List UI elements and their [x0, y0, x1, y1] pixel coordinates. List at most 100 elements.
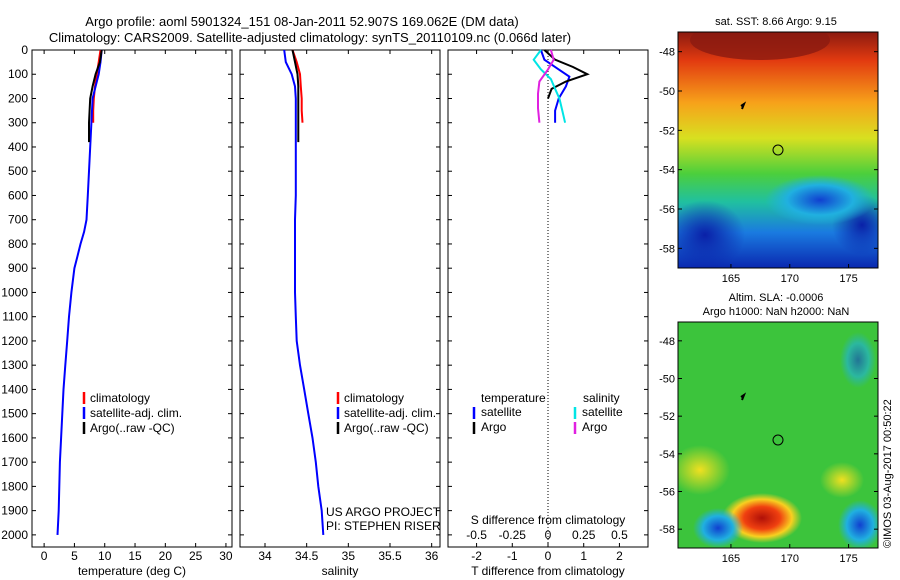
sla-blob-blue-east [838, 500, 878, 548]
legend-argo-label: Argo(..raw -QC) [90, 421, 175, 435]
legend-temperature-header: temperature [481, 391, 546, 405]
title-line-1: Argo profile: aoml 5901324_151 08-Jan-20… [85, 14, 518, 29]
lon-tick-label: 170 [781, 273, 799, 285]
series-argo-raw-qc- [291, 49, 300, 143]
temperature-panel: 0100200300400500600700800900100011001200… [1, 43, 648, 578]
legend-temp-argo-label: Argo [481, 420, 507, 434]
series-satellite-adj-clim- [56, 49, 103, 535]
depth-tick-label: 800 [8, 237, 28, 251]
s-tick-label: -0.25 [499, 528, 527, 542]
float-track [740, 392, 747, 401]
lon-tick-label: 170 [781, 553, 799, 565]
s-tick-label: 0 [545, 528, 552, 542]
lat-tick-label: -50 [659, 86, 675, 98]
series-salinity-satellite [532, 49, 567, 123]
series-argo-raw-qc- [88, 49, 103, 143]
lon-tick-label: 165 [722, 273, 740, 285]
project-line-2: PI: STEPHEN RISER [326, 519, 441, 533]
sst-map-frame [677, 31, 879, 269]
float-track [740, 101, 747, 110]
difference-axes-box [447, 49, 649, 548]
lat-tick-label: -48 [659, 47, 675, 59]
x-tick-label: 0 [545, 549, 552, 563]
sla-blob-blue-sw [693, 508, 743, 548]
legend-sal-argo-label: Argo [582, 420, 608, 434]
sst-warm-core [690, 32, 830, 60]
sla-map-frame [677, 321, 879, 549]
sla-map-title-line-2: Argo h1000: NaN h2000: NaN [703, 306, 850, 318]
profile-location-marker [772, 434, 784, 446]
s-tick-label: -0.5 [466, 528, 487, 542]
x-tick-label: 30 [219, 549, 233, 563]
lon-tick-label: 165 [722, 553, 740, 565]
legend-satellite-label: satellite-adj. clim. [90, 406, 182, 420]
temperature-axes-box [31, 49, 233, 548]
lat-tick-label: -58 [659, 524, 675, 536]
difference-panel: -2 -1 0 1 2 -0.5 -0.25 0 0.25 0.5 temperature sal… [447, 49, 649, 578]
depth-tick-label: 100 [8, 67, 28, 81]
depth-tick-label: 900 [8, 261, 28, 275]
depth-tick-label: 300 [8, 116, 28, 130]
legend-climatology-label: climatology [90, 391, 150, 405]
sst-map-title: sat. SST: 8.66 Argo: 9.15 [715, 16, 837, 28]
x-tick-label: 2 [616, 549, 623, 563]
s-tick-label: 0.25 [572, 528, 596, 542]
lat-tick-label: -52 [659, 125, 675, 137]
salinity-legend: climatology satellite-adj. clim. Argo(..… [336, 391, 436, 435]
sst-cold-patch-west [678, 200, 745, 268]
series-temperature-argo [543, 49, 590, 99]
x-tick-label: 5 [71, 549, 78, 563]
x-tick-label: 1 [580, 549, 587, 563]
salinity-axes-box [239, 49, 441, 548]
x-tick-label: -1 [507, 549, 518, 563]
lat-tick-label: -56 [659, 204, 675, 216]
depth-tick-label: 0 [21, 43, 28, 57]
depth-tick-label: 1600 [1, 431, 28, 445]
lat-tick-label: -52 [659, 411, 675, 423]
s-tick-label: 0.5 [611, 528, 628, 542]
depth-tick-label: 1800 [1, 479, 28, 493]
depth-tick-label: 400 [8, 140, 28, 154]
x-tick-label: 35.5 [378, 549, 402, 563]
title-line-2: Climatology: CARS2009. Satellite-adjuste… [49, 30, 571, 45]
depth-tick-label: 1000 [1, 285, 28, 299]
s-difference-label: S difference from climatology [471, 513, 626, 527]
temperature-legend: climatology satellite-adj. clim. Argo(..… [82, 391, 182, 435]
lat-tick-label: -58 [659, 243, 675, 255]
depth-tick-label: 1300 [1, 358, 28, 372]
project-line-1: US ARGO PROJECT [326, 505, 441, 519]
profile-location-marker [772, 144, 784, 156]
depth-tick-label: 1100 [2, 310, 28, 324]
legend-salinity-header: salinity [583, 391, 620, 405]
x-tick-label: 25 [189, 549, 203, 563]
lon-tick-label: 175 [839, 553, 857, 565]
series-climatology [291, 49, 304, 123]
legend-satellite-label: satellite-adj. clim. [344, 406, 436, 420]
lat-tick-label: -54 [659, 449, 675, 461]
sla-map-title-line-1: Altim. SLA: -0.0006 [729, 292, 824, 304]
depth-tick-label: 1500 [1, 407, 28, 421]
depth-tick-label: 700 [8, 213, 28, 227]
salinity-xlabel: salinity [322, 564, 359, 578]
x-tick-label: 36 [425, 549, 439, 563]
legend-temp-satellite-label: satellite [481, 405, 522, 419]
salinity-panel: 34 34.5 35 35.5 36 climatology satellite-adj… [239, 49, 441, 578]
lat-tick-label: -48 [659, 336, 675, 348]
sla-map: Altim. SLA: -0.0006 Argo h1000: NaN h200… [659, 292, 879, 565]
legend-sal-satellite-label: satellite [582, 405, 623, 419]
depth-tick-label: 500 [8, 164, 28, 178]
sla-blob-cyan-ne [840, 332, 876, 388]
imos-watermark: ©IMOS 03-Aug-2017 00:50:22 [882, 399, 894, 548]
sst-cool-tongue [765, 175, 875, 225]
depth-tick-label: 2000 [1, 528, 28, 542]
lat-tick-label: -54 [659, 165, 675, 177]
depth-tick-label: 200 [8, 91, 28, 105]
x-tick-label: 10 [98, 549, 112, 563]
sst-map: sat. SST: 8.66 Argo: 9.15 -48 -50 -52 -54 -5… [659, 16, 879, 285]
x-tick-label: 34 [258, 549, 272, 563]
x-tick-label: 0 [41, 549, 48, 563]
lon-tick-label: 175 [839, 273, 857, 285]
depth-tick-label: 1200 [1, 334, 28, 348]
series-salinity-argo [537, 49, 555, 123]
